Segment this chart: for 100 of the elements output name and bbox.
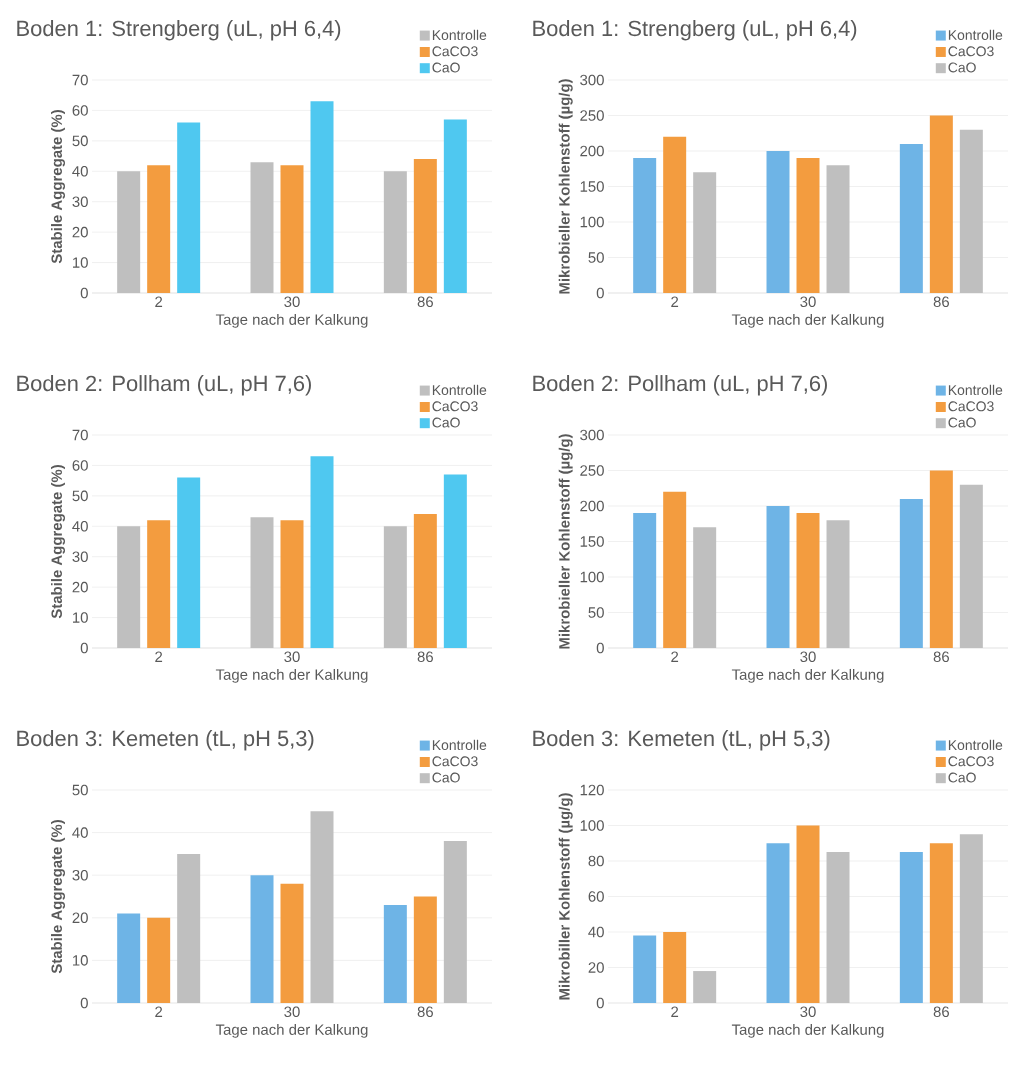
- x-tick-label: 86: [417, 1006, 433, 1018]
- bar: [959, 484, 983, 648]
- y-tick-label: 300: [580, 74, 604, 86]
- x-tick-label: 86: [933, 1006, 949, 1018]
- y-axis-title: Mikrobieller Kohlenstoff (µg/g): [558, 434, 573, 649]
- x-axis-title: Tage nach der Kalkung: [215, 668, 368, 683]
- bar: [177, 853, 201, 1003]
- y-tick-label: 150: [580, 536, 604, 547]
- bar: [280, 520, 304, 648]
- bar: [177, 477, 201, 648]
- y-tick-label: 40: [72, 165, 88, 177]
- legend-label: Kontrolle: [948, 384, 1003, 396]
- bar: [117, 171, 141, 293]
- x-tick-label: 2: [671, 651, 679, 662]
- x-tick-label: 30: [284, 651, 300, 663]
- x-tick-label: 30: [284, 296, 300, 308]
- chart-title: Boden 3: Kemeten (tL, pH 5,3): [533, 730, 830, 751]
- y-tick-label: 20: [72, 581, 88, 593]
- legend-label: CaO: [432, 417, 460, 428]
- legend-label: CaCO3: [432, 401, 478, 412]
- bar: [929, 843, 953, 1003]
- bar: [693, 527, 717, 648]
- bar: [443, 474, 467, 648]
- y-tick-label: 30: [72, 551, 88, 562]
- bar: [959, 129, 983, 293]
- bar: [796, 158, 820, 293]
- legend-label: CaO: [948, 417, 976, 428]
- bar: [413, 514, 437, 648]
- legend-label: Kontrolle: [432, 29, 487, 41]
- bar: [413, 159, 437, 293]
- y-tick-label: 0: [596, 997, 604, 1009]
- legend-label: CaO: [948, 772, 976, 783]
- bar: [663, 136, 687, 293]
- x-tick-label: 86: [933, 296, 949, 308]
- y-tick-label: 30: [72, 869, 88, 881]
- legend-label: CaO: [432, 62, 460, 73]
- bar: [766, 843, 790, 1003]
- y-tick-label: 10: [73, 257, 88, 268]
- y-tick-label: 50: [72, 135, 88, 147]
- x-axis-title: Tage nach der Kalkung: [731, 313, 884, 328]
- x-tick-label: 86: [417, 296, 433, 308]
- bar: [959, 834, 983, 1003]
- y-tick-label: 60: [72, 460, 88, 471]
- y-tick-label: 70: [72, 74, 88, 86]
- bar: [633, 935, 657, 1003]
- bar: [796, 513, 820, 648]
- bar: [899, 143, 923, 293]
- y-tick-label: 20: [72, 912, 88, 924]
- bar: [443, 119, 467, 293]
- legend-label: CaO: [432, 772, 460, 783]
- x-tick-label: 30: [800, 651, 816, 663]
- legend-label: CaCO3: [432, 756, 478, 767]
- y-tick-label: 50: [72, 784, 88, 796]
- bar: [147, 520, 171, 648]
- legend-label: Kontrolle: [432, 384, 487, 396]
- y-tick-label: 60: [588, 891, 604, 902]
- x-tick-label: 86: [417, 651, 433, 663]
- bar: [693, 172, 717, 293]
- x-tick-label: 2: [155, 1006, 163, 1017]
- bar: [766, 150, 790, 293]
- legend-label: CaCO3: [948, 756, 994, 767]
- bar: [633, 513, 657, 648]
- y-tick-label: 0: [80, 642, 88, 654]
- x-tick-label: 30: [800, 296, 816, 308]
- y-tick-label: 0: [596, 642, 604, 654]
- y-axis-title: Stabile Aggregate (%): [51, 465, 66, 619]
- x-axis-title: Tage nach der Kalkung: [215, 313, 368, 328]
- bar: [383, 526, 407, 648]
- legend-label: Kontrolle: [948, 739, 1003, 751]
- y-tick-label: 200: [580, 145, 604, 157]
- y-tick-label: 250: [580, 110, 604, 121]
- x-axis-title: Tage nach der Kalkung: [731, 668, 884, 683]
- bar: [633, 158, 657, 293]
- bar: [826, 852, 850, 1003]
- chart-title: Boden 2: Pollham (uL, pH 7,6): [17, 375, 311, 396]
- bar: [250, 875, 274, 1003]
- y-axis-title: Stabile Aggregate (%): [51, 110, 66, 264]
- bar: [177, 122, 201, 293]
- x-axis-title: Tage nach der Kalkung: [731, 1023, 884, 1038]
- y-axis-title: Mikrobiller Kohlenstoff (µg/g): [558, 793, 573, 1000]
- bar: [147, 165, 171, 293]
- y-tick-label: 10: [73, 955, 88, 966]
- bar: [310, 456, 334, 648]
- bar: [826, 165, 850, 293]
- bar: [280, 165, 304, 293]
- bar: [117, 913, 141, 1003]
- bar: [310, 811, 334, 1003]
- y-tick-label: 20: [72, 226, 88, 238]
- x-tick-label: 2: [671, 1006, 679, 1017]
- chart-title: Boden 1: Strengberg (uL, pH 6,4): [17, 20, 341, 41]
- y-tick-label: 0: [80, 997, 88, 1009]
- y-tick-label: 0: [596, 287, 604, 299]
- y-tick-label: 200: [580, 500, 604, 512]
- bar: [383, 905, 407, 1003]
- bar: [413, 896, 437, 1003]
- y-tick-label: 20: [588, 962, 604, 973]
- y-tick-label: 120: [580, 784, 604, 796]
- bar: [310, 101, 334, 293]
- x-tick-label: 86: [933, 651, 949, 663]
- bar: [280, 883, 304, 1003]
